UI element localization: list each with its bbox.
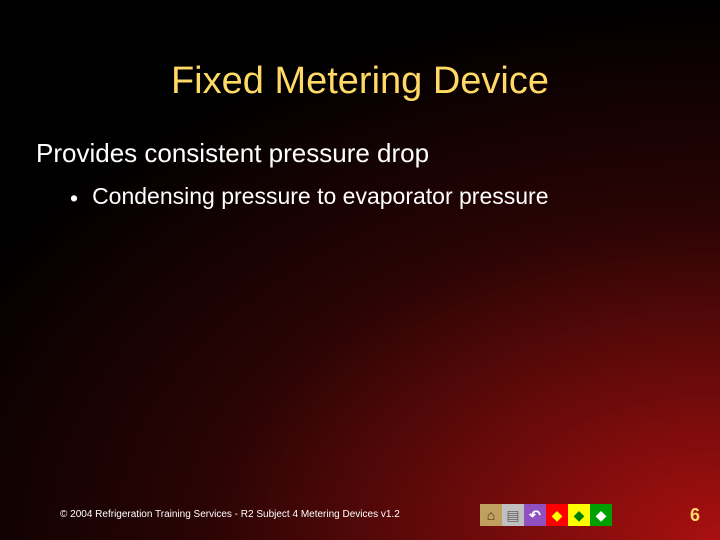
last-slide-icon[interactable]: ◆	[590, 504, 612, 526]
prev-slide-icon[interactable]: ◆	[546, 504, 568, 526]
next-slide-icon[interactable]: ◆	[568, 504, 590, 526]
page-icon[interactable]: ▤	[502, 504, 524, 526]
bullet-text: Condensing pressure to evaporator pressu…	[92, 182, 548, 212]
slide-title: Fixed Metering Device	[0, 60, 720, 103]
slide-subtitle: Provides consistent pressure drop	[36, 138, 429, 169]
bullet-item: • Condensing pressure to evaporator pres…	[70, 182, 660, 214]
footer-copyright: © 2004 Refrigeration Training Services -…	[60, 509, 400, 520]
page-number: 6	[690, 505, 700, 526]
nav-icon-bar: ⌂ ▤ ↶ ◆ ◆ ◆	[480, 504, 612, 526]
slide: Fixed Metering Device Provides consisten…	[0, 0, 720, 540]
bullet-marker: •	[70, 184, 78, 214]
home-icon[interactable]: ⌂	[480, 504, 502, 526]
return-icon[interactable]: ↶	[524, 504, 546, 526]
